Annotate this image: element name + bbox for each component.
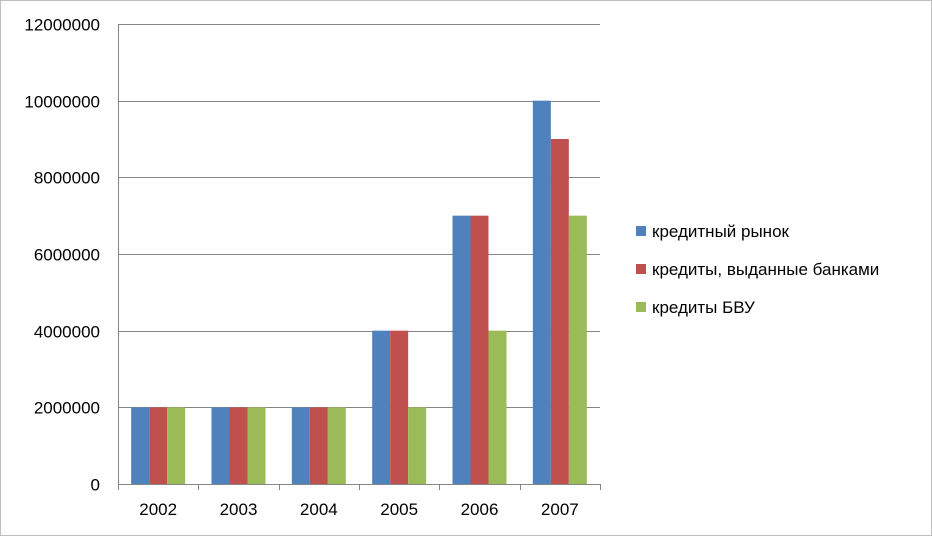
x-tick-label: 2004: [300, 500, 338, 519]
bar: [327, 407, 346, 484]
y-tick-label: 0: [91, 476, 100, 495]
bar: [309, 407, 328, 484]
bar: [532, 100, 551, 485]
legend-label: кредиты, выданные банками: [652, 260, 879, 279]
bar: [390, 330, 409, 484]
bar: [247, 407, 266, 484]
bar: [550, 139, 569, 484]
bar: [167, 407, 186, 484]
x-tick-label: 2005: [380, 500, 418, 519]
legend-label: кредиты БВУ: [652, 298, 755, 317]
y-tick-label: 8000000: [34, 169, 100, 188]
bar: [408, 407, 427, 484]
y-tick-label: 6000000: [34, 246, 100, 265]
bar: [488, 330, 507, 484]
legend-label: кредитный рынок: [652, 222, 790, 241]
legend-swatch: [636, 226, 646, 236]
legend-swatch: [636, 302, 646, 312]
y-tick-label: 10000000: [24, 93, 100, 112]
legend-swatch: [636, 264, 646, 274]
bar: [452, 215, 471, 484]
bar: [291, 407, 310, 484]
bar: [470, 215, 489, 484]
x-tick-label: 2007: [541, 500, 579, 519]
y-tick-label: 12000000: [24, 16, 100, 35]
bar: [211, 407, 230, 484]
bar: [229, 407, 248, 484]
x-tick-label: 2002: [139, 500, 177, 519]
bar: [131, 407, 150, 484]
bar: [149, 407, 168, 484]
x-tick-label: 2003: [220, 500, 258, 519]
x-tick-label: 2006: [461, 500, 499, 519]
y-tick-label: 2000000: [34, 399, 100, 418]
y-tick-label: 4000000: [34, 323, 100, 342]
bar: [372, 330, 391, 484]
bar: [568, 215, 587, 484]
